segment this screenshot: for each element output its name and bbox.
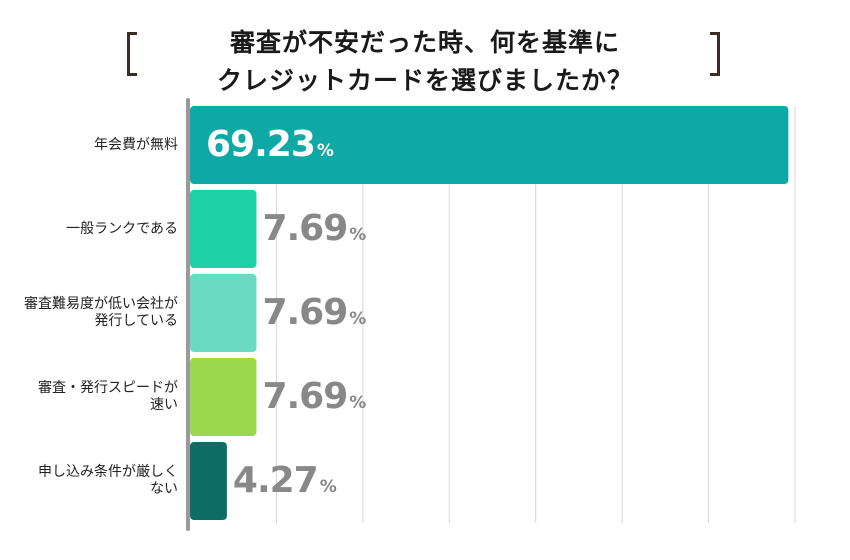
category-label-line: 速い xyxy=(150,397,178,413)
bar xyxy=(190,106,789,184)
bar-value-unit: % xyxy=(349,225,366,245)
bar-value-unit: % xyxy=(316,141,334,161)
chart-title: 審査が不安だった時、何を基準に クレジットカードを選びましたか？ xyxy=(150,24,700,100)
category-label-line: 申し込み条件が厳しく xyxy=(38,464,178,480)
category-label: 申し込み条件が厳しく ない xyxy=(0,464,178,498)
chart-title-line-1: 審査が不安だった時、何を基準に xyxy=(229,28,620,57)
chart-title-line-2: クレジットカードを選びましたか？ xyxy=(216,66,633,95)
bar-value-number: 7.69 xyxy=(262,292,348,333)
category-label: 審査難易度が低い会社が 発行している xyxy=(0,296,178,330)
bar-value-label: 69.23% xyxy=(206,124,334,165)
category-label-line: ない xyxy=(150,481,178,497)
bar xyxy=(190,190,257,268)
category-label-line: 発行している xyxy=(94,313,178,329)
bar xyxy=(190,358,257,436)
bar-value-label: 4.27% xyxy=(232,460,337,501)
bar-value-label: 7.69% xyxy=(262,292,366,333)
title-bracket-left xyxy=(127,32,137,76)
category-label-line: 年会費が無料 xyxy=(94,136,178,153)
title-bracket-right xyxy=(710,32,720,76)
category-label-line: 審査難易度が低い会社が xyxy=(24,296,178,312)
category-label-line: 審査・発行スピードが xyxy=(38,380,178,396)
bar xyxy=(190,442,227,520)
bar-value-label: 7.69% xyxy=(262,208,366,249)
bar-value-unit: % xyxy=(319,477,337,497)
bar xyxy=(190,274,257,352)
bar-value-number: 69.23 xyxy=(206,124,316,165)
bar-value-label: 7.69% xyxy=(262,376,366,417)
category-label: 年会費が無料 xyxy=(0,137,178,154)
category-label: 一般ランクである xyxy=(0,221,178,238)
bar-value-number: 4.27 xyxy=(232,460,319,501)
bar-value-unit: % xyxy=(349,393,366,413)
bar-value-number: 7.69 xyxy=(262,208,348,249)
category-label: 審査・発行スピードが 速い xyxy=(0,380,178,414)
bar-value-unit: % xyxy=(349,309,366,329)
category-label-line: 一般ランクである xyxy=(66,220,178,237)
bar-value-number: 7.69 xyxy=(262,376,348,417)
